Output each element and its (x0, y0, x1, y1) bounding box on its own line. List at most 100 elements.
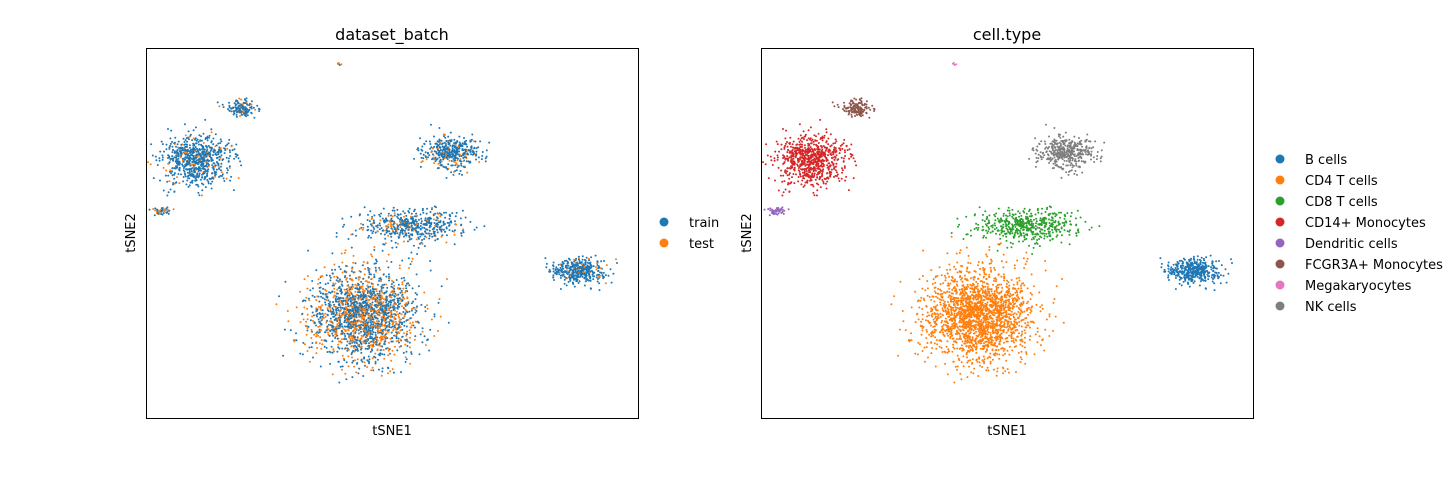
point (387, 331, 390, 333)
point (323, 345, 326, 348)
point (284, 280, 287, 283)
point (455, 223, 458, 226)
point (443, 223, 446, 225)
point (225, 177, 228, 180)
point (213, 165, 216, 168)
point (445, 234, 448, 237)
point (244, 99, 247, 102)
point (343, 251, 346, 254)
point (410, 222, 413, 225)
point (607, 274, 610, 277)
panel2-title: cell.type (973, 25, 1041, 44)
point (345, 264, 347, 267)
point (370, 317, 373, 320)
point (573, 278, 575, 281)
point (387, 367, 390, 370)
point (355, 234, 357, 237)
point (197, 162, 200, 165)
point (361, 360, 364, 363)
point (1006, 293, 1009, 296)
point (578, 270, 581, 273)
point (439, 315, 442, 318)
point (378, 222, 381, 225)
point (436, 157, 439, 160)
point (332, 350, 335, 353)
point (345, 317, 347, 320)
point (597, 269, 600, 272)
point (404, 227, 407, 230)
point (392, 292, 395, 295)
point (378, 309, 380, 312)
point (385, 298, 387, 301)
point (405, 334, 408, 337)
point (397, 313, 400, 316)
point (366, 366, 369, 368)
legend-marker (659, 217, 669, 227)
point (960, 344, 963, 347)
point (204, 138, 207, 140)
point (444, 150, 447, 153)
point (166, 208, 169, 211)
point (981, 219, 984, 222)
point (286, 310, 289, 312)
point (428, 232, 431, 235)
point (198, 194, 201, 197)
point (939, 303, 942, 306)
point (438, 298, 441, 300)
point (319, 305, 322, 308)
point (198, 153, 201, 156)
point (469, 151, 472, 154)
point (149, 163, 152, 166)
point (393, 228, 396, 231)
point (228, 104, 231, 107)
point (195, 142, 197, 145)
point (956, 347, 959, 350)
point (446, 168, 449, 171)
point (356, 362, 359, 364)
point (319, 286, 322, 289)
point (371, 320, 374, 323)
point (325, 321, 328, 324)
point (419, 233, 422, 236)
point (408, 207, 411, 210)
point (167, 162, 170, 165)
point (320, 329, 322, 332)
point (302, 318, 305, 321)
point (370, 253, 373, 256)
point (360, 226, 363, 229)
point (565, 259, 568, 262)
point (615, 258, 617, 261)
point (420, 161, 423, 164)
point (419, 333, 422, 336)
point (376, 230, 379, 233)
point (437, 167, 440, 169)
point (414, 320, 417, 323)
point (344, 249, 347, 252)
point (437, 162, 440, 165)
point (235, 155, 238, 158)
point (592, 278, 595, 281)
point (443, 230, 446, 233)
point (428, 229, 431, 232)
point (171, 151, 174, 154)
point (415, 220, 418, 223)
point (392, 281, 395, 284)
point (196, 172, 199, 175)
point (359, 295, 362, 298)
point (343, 338, 346, 341)
point (453, 230, 456, 233)
point (171, 155, 174, 158)
point (380, 232, 382, 235)
point (363, 305, 366, 307)
point (394, 230, 397, 233)
point (155, 159, 158, 162)
point (552, 261, 555, 264)
point (438, 127, 441, 129)
point (453, 154, 456, 157)
point (410, 215, 412, 218)
point (229, 179, 232, 182)
panel1-title: dataset_batch (335, 25, 449, 45)
point (559, 277, 562, 279)
point (406, 311, 409, 314)
point (354, 359, 357, 362)
